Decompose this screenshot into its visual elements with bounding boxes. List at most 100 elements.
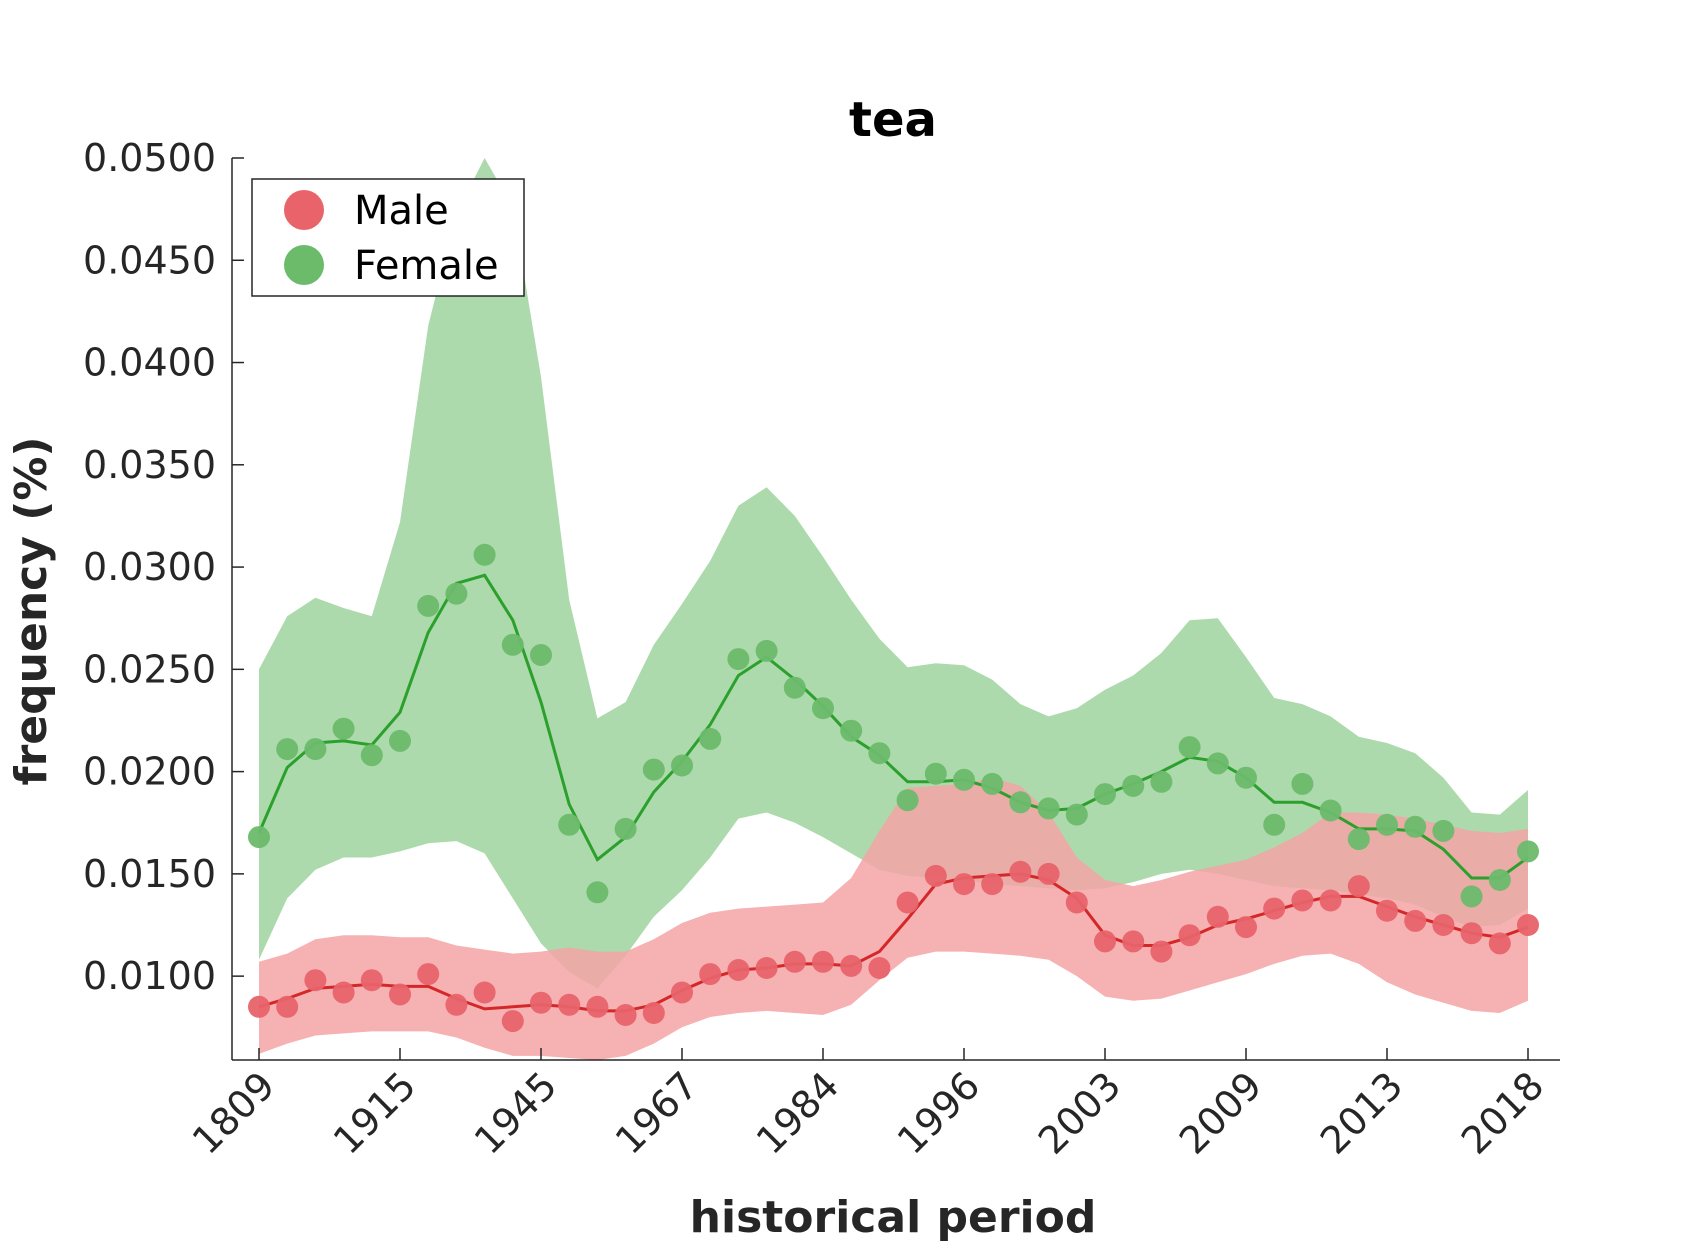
point-male <box>1094 930 1116 953</box>
point-female <box>1065 803 1088 826</box>
chart-title: tea <box>849 92 937 148</box>
point-male <box>332 981 355 1004</box>
line-female <box>257 573 1529 880</box>
y-tick-label: 0.0500 <box>83 136 216 180</box>
point-female <box>1319 799 1342 822</box>
confidence-bands <box>259 158 1528 1060</box>
point-female <box>332 717 355 740</box>
point-male <box>953 873 975 896</box>
point-female <box>1488 869 1511 891</box>
point-female <box>755 639 778 662</box>
band-male <box>259 777 1528 1060</box>
point-female <box>642 758 665 781</box>
point-female <box>586 881 609 904</box>
point-male <box>783 950 806 973</box>
point-female <box>445 582 468 605</box>
y-tick-label: 0.0350 <box>83 443 216 487</box>
point-male <box>924 864 947 887</box>
y-axis-title: frequency (%) <box>6 436 57 785</box>
band-female <box>259 158 1528 989</box>
point-male <box>1206 905 1229 928</box>
point-female <box>1517 840 1539 863</box>
point-male <box>501 1010 524 1033</box>
point-male <box>868 957 891 979</box>
point-female <box>1432 819 1455 842</box>
point-female <box>1291 772 1314 795</box>
point-female <box>727 648 750 671</box>
point-male <box>1291 889 1314 912</box>
point-female <box>1206 752 1229 775</box>
y-tick-label: 0.0450 <box>83 238 216 282</box>
point-male <box>1235 916 1257 939</box>
point-female <box>248 826 270 849</box>
point-female <box>360 744 383 767</box>
point-male <box>840 954 863 977</box>
point-male <box>1319 889 1342 912</box>
point-female <box>671 754 693 777</box>
point-female <box>868 742 891 765</box>
point-female <box>1122 774 1145 797</box>
point-male <box>727 959 750 981</box>
legend-label-female: Female <box>354 243 499 289</box>
point-male <box>276 995 299 1018</box>
point-male <box>558 993 581 1016</box>
point-female <box>473 543 496 566</box>
y-tick-label: 0.0200 <box>83 750 216 794</box>
point-male <box>1263 897 1286 920</box>
point-male <box>1404 909 1427 932</box>
point-male <box>473 981 496 1004</box>
point-female <box>1460 885 1483 908</box>
y-tick-label: 0.0300 <box>83 545 216 589</box>
point-male <box>1376 899 1398 922</box>
point-female <box>1404 815 1427 838</box>
legend: Male Female <box>251 178 525 297</box>
point-male <box>1122 930 1145 953</box>
point-female <box>304 738 327 761</box>
point-male <box>812 950 834 973</box>
point-female <box>1235 766 1257 789</box>
point-female <box>812 697 834 720</box>
point-male <box>1432 914 1455 936</box>
point-female <box>1263 813 1286 836</box>
point-female <box>699 727 722 750</box>
smoothed-lines <box>257 573 1529 1013</box>
point-male <box>1488 932 1511 955</box>
point-male <box>1065 891 1088 914</box>
point-female <box>1347 828 1370 851</box>
point-female <box>896 789 919 812</box>
legend-marker-male <box>284 190 324 230</box>
point-male <box>699 963 722 986</box>
y-tick-label: 0.0150 <box>83 852 216 896</box>
point-female <box>840 719 863 742</box>
point-female <box>1037 797 1060 820</box>
point-male <box>981 873 1004 896</box>
point-male <box>614 1004 637 1026</box>
point-male <box>1347 875 1370 898</box>
point-male <box>389 983 411 1006</box>
point-male <box>1178 924 1201 947</box>
point-female <box>783 676 806 699</box>
y-tick-label: 0.0400 <box>83 341 216 385</box>
point-female <box>981 772 1004 795</box>
point-male <box>1150 940 1173 963</box>
legend-marker-female <box>284 245 324 285</box>
point-male <box>1517 914 1539 936</box>
x-axis-title: historical period <box>690 1192 1097 1243</box>
point-female <box>1178 736 1201 759</box>
point-male <box>586 995 609 1018</box>
point-female <box>1376 813 1398 836</box>
point-female <box>276 738 299 761</box>
point-male <box>671 981 693 1004</box>
point-female <box>389 729 411 752</box>
y-tick-label: 0.0250 <box>83 647 216 691</box>
legend-label-male: Male <box>354 188 449 234</box>
point-male <box>248 995 270 1018</box>
point-female <box>924 762 947 785</box>
y-tick-label: 0.0100 <box>83 954 216 998</box>
point-male <box>445 993 468 1016</box>
point-male <box>304 969 327 992</box>
line-male <box>258 872 1529 1013</box>
point-female <box>417 594 440 617</box>
point-male <box>1009 860 1032 883</box>
